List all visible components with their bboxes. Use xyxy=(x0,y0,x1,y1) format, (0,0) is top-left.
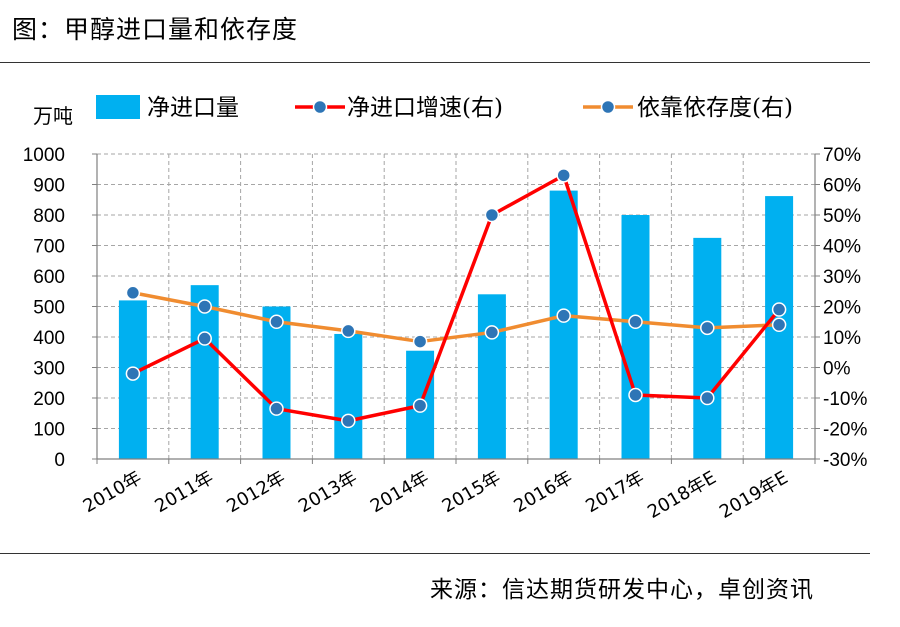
legend-label: 净进口量 xyxy=(147,95,239,121)
series-point xyxy=(556,308,571,323)
left-tick-label: 200 xyxy=(33,389,65,410)
x-tick-label: 2017年 xyxy=(582,467,648,517)
legend-swatch-bar xyxy=(96,95,140,119)
right-tick-label: 0% xyxy=(823,359,851,380)
series-point xyxy=(484,325,500,340)
series-point xyxy=(628,387,643,403)
figure-title: 图：甲醇进口量和依存度 xyxy=(12,15,299,44)
left-axis-unit: 万吨 xyxy=(33,104,73,128)
x-tick-label: 2019年E xyxy=(716,467,792,523)
left-tick-label: 1000 xyxy=(23,145,65,166)
left-tick-label: 700 xyxy=(33,237,65,258)
bar xyxy=(262,306,291,459)
x-tick-label: 2014年 xyxy=(367,467,433,517)
legend-label: 依靠依存度(右) xyxy=(637,95,793,121)
left-tick-label: 0 xyxy=(54,450,65,471)
right-tick-label: 60% xyxy=(823,176,861,197)
bar xyxy=(190,285,219,459)
right-tick-label: 70% xyxy=(823,145,861,166)
series-point xyxy=(412,334,428,349)
right-tick-label: 50% xyxy=(823,206,861,227)
x-tick-label: 2012年 xyxy=(223,467,289,517)
right-tick-label: 30% xyxy=(823,267,861,288)
x-tick-label: 2013年 xyxy=(295,467,361,517)
bar xyxy=(334,333,363,459)
series-point xyxy=(341,323,356,339)
legend-label: 净进口增速(右) xyxy=(347,95,503,121)
series-point xyxy=(125,285,141,301)
line-series xyxy=(125,168,787,429)
bar xyxy=(477,294,506,459)
x-tick-label: 2011年 xyxy=(151,467,217,517)
series-point xyxy=(700,320,715,336)
x-tick-label: 2015年 xyxy=(439,467,505,517)
right-tick-label: -10% xyxy=(823,389,867,410)
series-point xyxy=(628,314,643,329)
right-tick-label: 40% xyxy=(823,237,861,258)
left-tick-label: 500 xyxy=(33,298,65,319)
series-line xyxy=(132,173,781,423)
left-tick-label: 900 xyxy=(33,176,65,197)
legend: 净进口量 净进口增速(右) 依靠依存度(右) xyxy=(96,95,793,121)
x-tick-label: 2018年E xyxy=(644,467,720,523)
bar-series xyxy=(118,190,794,459)
bottom-divider xyxy=(0,553,870,554)
x-tick-label: 2010年 xyxy=(80,467,146,517)
bar xyxy=(621,215,650,459)
series-point xyxy=(269,401,284,416)
left-tick-label: 400 xyxy=(33,328,65,349)
figure-source: 来源：信达期货研发中心，卓创资讯 xyxy=(430,577,814,603)
series-line xyxy=(132,291,780,344)
series-point xyxy=(771,317,787,333)
legend-swatch-marker xyxy=(312,99,328,115)
series-point xyxy=(484,207,500,223)
series-point xyxy=(412,398,428,413)
bar xyxy=(693,237,722,459)
left-tick-label: 100 xyxy=(33,420,65,441)
axes: 0 100 200 300 400 500 600 700 800 900 1000 -30% -20%… xyxy=(23,104,868,523)
top-divider xyxy=(0,62,870,63)
right-tick-label: -20% xyxy=(823,420,867,441)
right-tick-label: 20% xyxy=(823,298,861,319)
series-point xyxy=(125,366,141,381)
right-tick-label: -30% xyxy=(823,450,867,471)
left-tick-label: 600 xyxy=(33,267,65,288)
series-point xyxy=(197,299,212,314)
series-point xyxy=(197,331,212,346)
x-tick-label: 2016年 xyxy=(510,467,576,517)
bar xyxy=(549,190,578,459)
left-tick-label: 300 xyxy=(33,359,65,380)
left-tick-label: 800 xyxy=(33,206,65,227)
legend-swatch-marker xyxy=(600,99,616,115)
series-point xyxy=(556,168,571,183)
right-tick-label: 10% xyxy=(823,328,861,349)
series-point xyxy=(341,413,356,429)
series-point xyxy=(771,302,787,317)
series-point xyxy=(269,314,284,329)
series-point xyxy=(700,390,715,406)
